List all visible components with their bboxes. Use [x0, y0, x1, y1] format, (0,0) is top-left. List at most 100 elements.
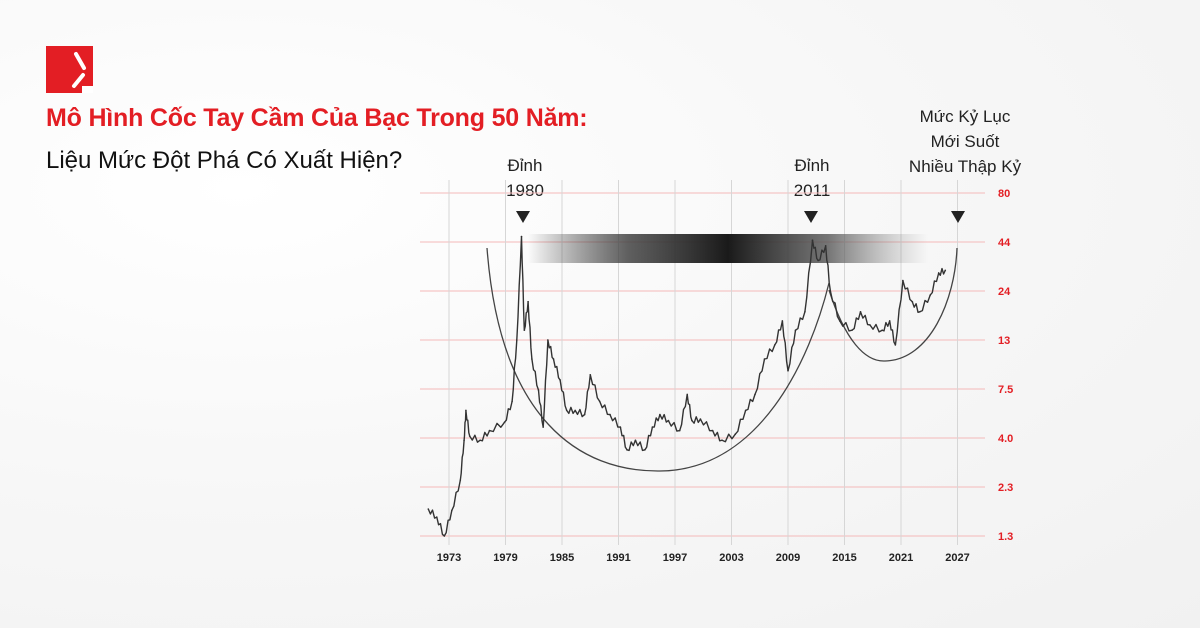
data-point [659, 413, 661, 416]
x-tick-label: 1985 [550, 552, 574, 564]
data-point [937, 272, 940, 274]
data-point [763, 358, 766, 360]
x-tick-label: 2015 [832, 552, 856, 564]
annotation-line: 2011 [793, 181, 831, 200]
data-point [902, 279, 904, 282]
data-point [894, 344, 897, 346]
resistance-band [528, 234, 928, 263]
data-point [435, 516, 438, 518]
data-point [644, 449, 646, 451]
data-point [542, 426, 544, 428]
y-tick-label: 44 [998, 237, 1011, 249]
y-tick-label: 80 [998, 188, 1010, 200]
data-point [465, 409, 467, 412]
annotation-line: Mức Kỷ Lục [919, 107, 1011, 126]
data-point [699, 418, 702, 420]
data-point [488, 429, 491, 432]
brand-logo-icon [46, 46, 93, 93]
data-point [888, 320, 891, 322]
data-point [794, 329, 797, 331]
data-point [678, 429, 681, 432]
x-tick-label: 2003 [719, 552, 743, 564]
data-point [537, 389, 540, 391]
data-point [744, 409, 747, 412]
data-point [547, 339, 549, 341]
data-point [463, 439, 465, 442]
data-point [583, 413, 586, 416]
data-point [869, 324, 871, 326]
data-point [817, 259, 819, 262]
cup-arc [486, 247, 830, 472]
data-point [881, 329, 883, 331]
data-point [781, 320, 784, 322]
data-point [804, 311, 806, 313]
data-point [754, 393, 756, 396]
data-point [527, 300, 529, 303]
data-point [686, 393, 689, 396]
data-point [919, 311, 921, 313]
data-point [516, 339, 518, 341]
data-point [691, 419, 693, 422]
data-point [824, 244, 827, 247]
marker-2011-triangle-icon [804, 211, 818, 223]
data-point [523, 329, 526, 331]
data-point [787, 370, 789, 372]
annotation-new-record: Mức Kỷ Lục Mới Suốt Nhiều Thập Kỷ [909, 104, 1021, 179]
data-point [619, 426, 622, 428]
data-point [829, 290, 832, 292]
data-point [944, 269, 947, 272]
annotation-line: Đỉnh [794, 156, 830, 175]
data-point [511, 400, 513, 403]
data-point [427, 508, 430, 510]
page-subtitle: Liệu Mức Đột Phá Có Xuất Hiện? [46, 147, 403, 174]
data-point [443, 535, 446, 537]
data-point [838, 320, 841, 322]
data-point [531, 358, 533, 360]
x-tick-label: 2027 [945, 552, 969, 564]
data-point [851, 329, 853, 331]
y-tick-label: 1.3 [998, 531, 1013, 543]
data-point [589, 373, 592, 376]
data-point [574, 409, 576, 412]
data-point [711, 429, 714, 432]
data-point [559, 379, 561, 381]
annotation-peak-2011: Đỉnh 2011 [794, 153, 831, 203]
annotation-line: Nhiều Thập Kỷ [908, 157, 1022, 176]
data-point [634, 439, 637, 442]
x-tick-label: 1991 [606, 552, 630, 564]
marker-new-record-triangle-icon [951, 211, 965, 223]
data-point [552, 358, 555, 360]
data-point [774, 344, 776, 346]
handle-arc [828, 247, 958, 362]
data-point [929, 294, 931, 296]
data-point [911, 300, 914, 303]
data-point [734, 433, 737, 435]
data-point [520, 235, 523, 238]
y-tick-label: 13 [998, 335, 1010, 347]
data-point [859, 311, 862, 313]
annotation-line: 1980 [506, 181, 544, 200]
data-point [651, 426, 654, 428]
x-tick-label: 1979 [493, 552, 517, 564]
data-point [565, 409, 568, 412]
data-point [468, 435, 471, 437]
data-point [721, 439, 723, 442]
page-title: Mô Hình Cốc Tay Cầm Của Bạc Trong 50 Năm… [46, 104, 588, 132]
data-point [503, 421, 506, 423]
marker-1980-triangle-icon [516, 211, 530, 223]
data-point [459, 479, 462, 482]
data-point [811, 239, 814, 241]
data-point [479, 439, 481, 442]
annotation-peak-1980: Đỉnh 1980 [506, 153, 544, 203]
x-tick-label: 1997 [663, 552, 687, 564]
x-tick-label: 2009 [776, 552, 800, 564]
y-tick-label: 24 [998, 286, 1011, 298]
y-tick-label: 4.0 [998, 433, 1013, 445]
data-point [609, 413, 611, 416]
annotation-line: Mới Suốt [930, 132, 1000, 151]
x-tick-label: 1973 [437, 552, 461, 564]
data-point [598, 400, 601, 403]
x-tick-label: 2021 [889, 552, 913, 564]
y-tick-label: 2.3 [998, 482, 1013, 494]
